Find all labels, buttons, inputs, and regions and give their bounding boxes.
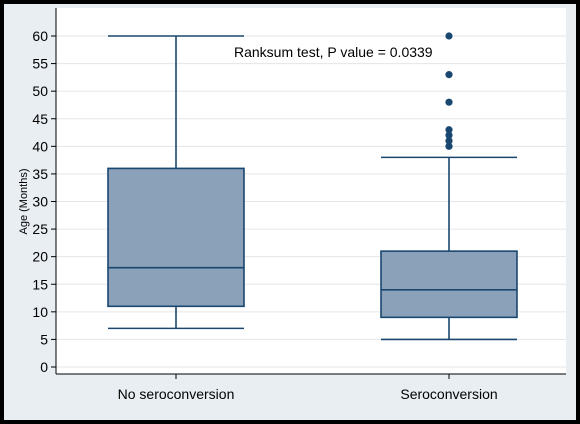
outlier-point xyxy=(445,142,453,150)
box-plot-chart: 0 5 10 15 20 25 30 35 40 45 50 55 60 Age (Months) No… xyxy=(18,8,566,402)
outlier-point xyxy=(445,98,453,106)
x-category-label: No seroconversion xyxy=(118,386,235,402)
boxes xyxy=(107,32,518,341)
y-axis-ticks: 0 5 10 15 20 25 30 35 40 45 50 55 60 xyxy=(32,8,57,375)
y-tick-label: 55 xyxy=(32,56,48,72)
y-tick-label: 40 xyxy=(32,138,48,154)
iqr-box xyxy=(107,167,245,308)
chart-frame: 0 5 10 15 20 25 30 35 40 45 50 55 60 Age (Months) No… xyxy=(4,4,576,420)
y-tick-label: 5 xyxy=(40,331,48,347)
box-no-seroconversion xyxy=(107,35,245,330)
outlier-point xyxy=(445,71,453,79)
y-tick-label: 15 xyxy=(32,276,48,292)
box-seroconversion xyxy=(380,32,518,341)
y-tick-label: 30 xyxy=(32,194,48,210)
x-category-label: Seroconversion xyxy=(400,386,497,402)
y-tick-label: 25 xyxy=(32,221,48,237)
outlier-point xyxy=(445,137,453,145)
y-tick-label: 50 xyxy=(32,83,48,99)
y-tick-label: 60 xyxy=(32,28,48,44)
x-axis-categories: No seroconversion Seroconversion xyxy=(56,373,566,402)
y-tick-label: 45 xyxy=(32,111,48,127)
y-tick-label: 10 xyxy=(32,304,48,320)
y-tick-label: 20 xyxy=(32,249,48,265)
y-tick-label: 0 xyxy=(40,359,48,375)
y-tick-label: 35 xyxy=(32,166,48,182)
test-annotation: Ranksum test, P value = 0.0339 xyxy=(234,44,433,60)
y-axis-title: Age (Months) xyxy=(18,168,30,234)
outlier-point xyxy=(445,32,453,40)
outlier-point xyxy=(445,131,453,139)
iqr-box xyxy=(380,250,518,319)
outlier-point xyxy=(445,126,453,134)
